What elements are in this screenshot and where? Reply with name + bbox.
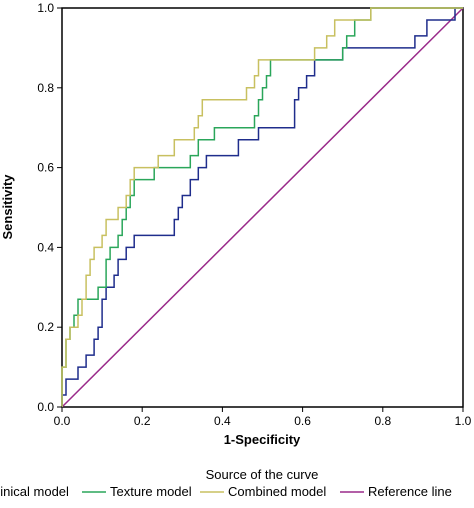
x-tick-label: 0.6 (294, 414, 311, 428)
y-tick-label: 0.8 (37, 81, 54, 95)
y-tick-label: 0.0 (37, 400, 54, 414)
y-tick-label: 1.0 (37, 1, 54, 15)
reference-line-legend-label: Reference line (368, 484, 452, 499)
clinical-model-line (61, 7, 463, 407)
x-tick-label: 0.8 (374, 414, 391, 428)
reference-layer (61, 7, 464, 408)
texture-model-legend-label: Texture model (110, 484, 192, 499)
combined-model-line (61, 7, 463, 407)
x-tick-label: 0.2 (134, 414, 151, 428)
x-tick-label: 0.4 (214, 414, 231, 428)
y-axis-label: Sensitivity (0, 174, 15, 240)
reference-line-line (61, 7, 464, 408)
x-axis: 0.0 0.2 0.4 0.6 0.8 1.0 (54, 407, 472, 428)
y-tick-label: 0.4 (37, 240, 54, 254)
x-axis-label: 1-Specificity (224, 432, 301, 447)
y-tick-label: 0.2 (37, 320, 54, 334)
x-tick-label: 1.0 (455, 414, 472, 428)
y-axis: 0.0 0.2 0.4 0.6 0.8 1.0 (37, 1, 62, 414)
legend: Clinical model Texture model Combined mode… (0, 484, 452, 499)
series-layer (61, 7, 463, 407)
y-tick-label: 0.6 (37, 161, 54, 175)
x-tick-label: 0.0 (54, 414, 71, 428)
plot-frame (61, 7, 464, 408)
combined-model-legend-label: Combined model (228, 484, 326, 499)
legend-title: Source of the curve (206, 467, 319, 482)
clinical-model-legend-label: Clinical model (0, 484, 69, 499)
